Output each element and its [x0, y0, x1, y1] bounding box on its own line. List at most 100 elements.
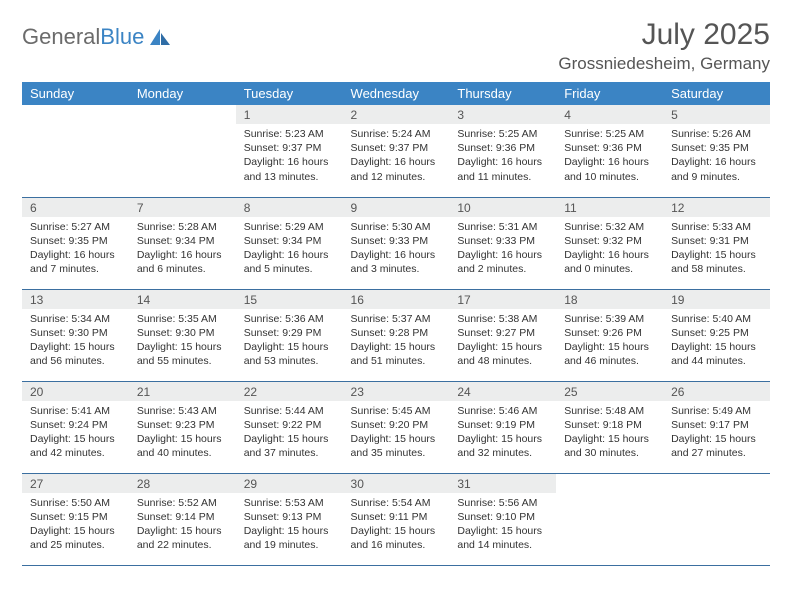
calendar-day-cell: [556, 473, 663, 565]
brand-sail-icon: [148, 27, 172, 47]
day-details: Sunrise: 5:36 AMSunset: 9:29 PMDaylight:…: [236, 309, 343, 373]
calendar-day-cell: 24Sunrise: 5:46 AMSunset: 9:19 PMDayligh…: [449, 381, 556, 473]
day-details: Sunrise: 5:40 AMSunset: 9:25 PMDaylight:…: [663, 309, 770, 373]
calendar-day-cell: 6Sunrise: 5:27 AMSunset: 9:35 PMDaylight…: [22, 197, 129, 289]
calendar-day-cell: 26Sunrise: 5:49 AMSunset: 9:17 PMDayligh…: [663, 381, 770, 473]
weekday-header: Thursday: [449, 82, 556, 105]
day-details: Sunrise: 5:44 AMSunset: 9:22 PMDaylight:…: [236, 401, 343, 465]
day-details: Sunrise: 5:37 AMSunset: 9:28 PMDaylight:…: [343, 309, 450, 373]
day-number: 9: [343, 198, 450, 217]
day-number: 21: [129, 382, 236, 401]
calendar-day-cell: 4Sunrise: 5:25 AMSunset: 9:36 PMDaylight…: [556, 105, 663, 197]
day-details: Sunrise: 5:34 AMSunset: 9:30 PMDaylight:…: [22, 309, 129, 373]
day-details: Sunrise: 5:35 AMSunset: 9:30 PMDaylight:…: [129, 309, 236, 373]
day-number: 20: [22, 382, 129, 401]
day-number: 14: [129, 290, 236, 309]
day-details: Sunrise: 5:52 AMSunset: 9:14 PMDaylight:…: [129, 493, 236, 557]
day-details: Sunrise: 5:30 AMSunset: 9:33 PMDaylight:…: [343, 217, 450, 281]
calendar-day-cell: 15Sunrise: 5:36 AMSunset: 9:29 PMDayligh…: [236, 289, 343, 381]
day-details: Sunrise: 5:23 AMSunset: 9:37 PMDaylight:…: [236, 124, 343, 188]
calendar-day-cell: 28Sunrise: 5:52 AMSunset: 9:14 PMDayligh…: [129, 473, 236, 565]
day-details: Sunrise: 5:38 AMSunset: 9:27 PMDaylight:…: [449, 309, 556, 373]
day-details: Sunrise: 5:45 AMSunset: 9:20 PMDaylight:…: [343, 401, 450, 465]
calendar-day-cell: 29Sunrise: 5:53 AMSunset: 9:13 PMDayligh…: [236, 473, 343, 565]
weekday-header: Saturday: [663, 82, 770, 105]
location: Grossniedesheim, Germany: [558, 54, 770, 74]
day-details: Sunrise: 5:28 AMSunset: 9:34 PMDaylight:…: [129, 217, 236, 281]
day-number: 12: [663, 198, 770, 217]
calendar-day-cell: 10Sunrise: 5:31 AMSunset: 9:33 PMDayligh…: [449, 197, 556, 289]
day-number: 10: [449, 198, 556, 217]
calendar-day-cell: 13Sunrise: 5:34 AMSunset: 9:30 PMDayligh…: [22, 289, 129, 381]
day-number: 26: [663, 382, 770, 401]
day-number: 27: [22, 474, 129, 493]
calendar-day-cell: 20Sunrise: 5:41 AMSunset: 9:24 PMDayligh…: [22, 381, 129, 473]
calendar-week-row: 6Sunrise: 5:27 AMSunset: 9:35 PMDaylight…: [22, 197, 770, 289]
day-number: 15: [236, 290, 343, 309]
calendar-day-cell: 21Sunrise: 5:43 AMSunset: 9:23 PMDayligh…: [129, 381, 236, 473]
day-number: 3: [449, 105, 556, 124]
calendar-day-cell: 17Sunrise: 5:38 AMSunset: 9:27 PMDayligh…: [449, 289, 556, 381]
calendar-day-cell: [129, 105, 236, 197]
day-details: Sunrise: 5:24 AMSunset: 9:37 PMDaylight:…: [343, 124, 450, 188]
day-number: 11: [556, 198, 663, 217]
calendar-day-cell: 1Sunrise: 5:23 AMSunset: 9:37 PMDaylight…: [236, 105, 343, 197]
calendar-week-row: 27Sunrise: 5:50 AMSunset: 9:15 PMDayligh…: [22, 473, 770, 565]
day-details: Sunrise: 5:26 AMSunset: 9:35 PMDaylight:…: [663, 124, 770, 188]
day-details: Sunrise: 5:32 AMSunset: 9:32 PMDaylight:…: [556, 217, 663, 281]
calendar-day-cell: 9Sunrise: 5:30 AMSunset: 9:33 PMDaylight…: [343, 197, 450, 289]
calendar-day-cell: 14Sunrise: 5:35 AMSunset: 9:30 PMDayligh…: [129, 289, 236, 381]
weekday-header: Friday: [556, 82, 663, 105]
day-number: 30: [343, 474, 450, 493]
calendar-day-cell: 23Sunrise: 5:45 AMSunset: 9:20 PMDayligh…: [343, 381, 450, 473]
calendar-table: SundayMondayTuesdayWednesdayThursdayFrid…: [22, 82, 770, 566]
day-details: Sunrise: 5:49 AMSunset: 9:17 PMDaylight:…: [663, 401, 770, 465]
calendar-day-cell: 2Sunrise: 5:24 AMSunset: 9:37 PMDaylight…: [343, 105, 450, 197]
day-details: Sunrise: 5:41 AMSunset: 9:24 PMDaylight:…: [22, 401, 129, 465]
calendar-day-cell: 8Sunrise: 5:29 AMSunset: 9:34 PMDaylight…: [236, 197, 343, 289]
calendar-week-row: 13Sunrise: 5:34 AMSunset: 9:30 PMDayligh…: [22, 289, 770, 381]
calendar-day-cell: 27Sunrise: 5:50 AMSunset: 9:15 PMDayligh…: [22, 473, 129, 565]
day-details: Sunrise: 5:31 AMSunset: 9:33 PMDaylight:…: [449, 217, 556, 281]
day-details: Sunrise: 5:50 AMSunset: 9:15 PMDaylight:…: [22, 493, 129, 557]
day-number: 4: [556, 105, 663, 124]
day-number: 18: [556, 290, 663, 309]
day-number: 16: [343, 290, 450, 309]
calendar-day-cell: 31Sunrise: 5:56 AMSunset: 9:10 PMDayligh…: [449, 473, 556, 565]
calendar-day-cell: 16Sunrise: 5:37 AMSunset: 9:28 PMDayligh…: [343, 289, 450, 381]
weekday-header: Monday: [129, 82, 236, 105]
day-number: 23: [343, 382, 450, 401]
day-number: 1: [236, 105, 343, 124]
day-number: 29: [236, 474, 343, 493]
brand-logo: GeneralBlue: [22, 18, 172, 50]
day-number: 31: [449, 474, 556, 493]
weekday-header: Wednesday: [343, 82, 450, 105]
day-details: Sunrise: 5:43 AMSunset: 9:23 PMDaylight:…: [129, 401, 236, 465]
day-number: 13: [22, 290, 129, 309]
day-number: 6: [22, 198, 129, 217]
day-number: 7: [129, 198, 236, 217]
day-number: 8: [236, 198, 343, 217]
day-details: Sunrise: 5:29 AMSunset: 9:34 PMDaylight:…: [236, 217, 343, 281]
calendar-day-cell: 7Sunrise: 5:28 AMSunset: 9:34 PMDaylight…: [129, 197, 236, 289]
day-details: Sunrise: 5:25 AMSunset: 9:36 PMDaylight:…: [556, 124, 663, 188]
day-details: Sunrise: 5:25 AMSunset: 9:36 PMDaylight:…: [449, 124, 556, 188]
day-details: Sunrise: 5:48 AMSunset: 9:18 PMDaylight:…: [556, 401, 663, 465]
day-details: Sunrise: 5:56 AMSunset: 9:10 PMDaylight:…: [449, 493, 556, 557]
day-number: 24: [449, 382, 556, 401]
calendar-day-cell: 22Sunrise: 5:44 AMSunset: 9:22 PMDayligh…: [236, 381, 343, 473]
day-number: 2: [343, 105, 450, 124]
calendar-day-cell: 18Sunrise: 5:39 AMSunset: 9:26 PMDayligh…: [556, 289, 663, 381]
brand-part2: Blue: [100, 24, 144, 50]
calendar-day-cell: 11Sunrise: 5:32 AMSunset: 9:32 PMDayligh…: [556, 197, 663, 289]
day-details: Sunrise: 5:46 AMSunset: 9:19 PMDaylight:…: [449, 401, 556, 465]
day-number: 28: [129, 474, 236, 493]
day-number: 5: [663, 105, 770, 124]
weekday-header: Tuesday: [236, 82, 343, 105]
day-number: 22: [236, 382, 343, 401]
calendar-week-row: 20Sunrise: 5:41 AMSunset: 9:24 PMDayligh…: [22, 381, 770, 473]
calendar-day-cell: 12Sunrise: 5:33 AMSunset: 9:31 PMDayligh…: [663, 197, 770, 289]
calendar-day-cell: [22, 105, 129, 197]
calendar-day-cell: 30Sunrise: 5:54 AMSunset: 9:11 PMDayligh…: [343, 473, 450, 565]
day-details: Sunrise: 5:53 AMSunset: 9:13 PMDaylight:…: [236, 493, 343, 557]
